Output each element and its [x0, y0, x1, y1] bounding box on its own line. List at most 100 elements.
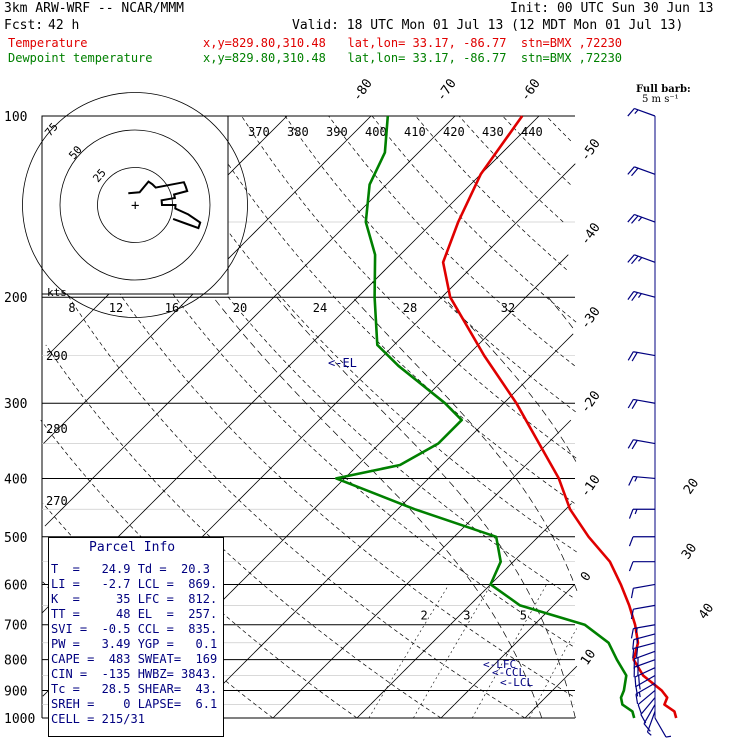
wind-barb-flag — [637, 704, 643, 715]
isotherm-label: -60 — [518, 76, 544, 104]
isotherm-label: 40 — [696, 601, 717, 622]
pressure-label: 300 — [4, 397, 27, 412]
mixing-ratio-top-label: 28 — [403, 301, 417, 315]
parcel-row: Tc = 28.5 SHEAR= 43. — [51, 682, 218, 696]
wind-barb-shaft — [637, 689, 656, 706]
mixing-ratio-top-label: 24 — [313, 301, 327, 315]
isotherm — [356, 503, 572, 719]
isotherm-label: -80 — [350, 76, 376, 104]
theta-label: 440 — [521, 125, 543, 139]
wind-barb-flag — [638, 216, 643, 222]
mixing-ratio-top-label: 12 — [109, 301, 123, 315]
wind-barb — [628, 475, 656, 486]
wind-barb — [627, 290, 656, 302]
wind-barb — [627, 166, 656, 177]
wind-barb-flag — [628, 536, 634, 547]
annotations: <-EL <-LFC<-CCL<-LCL — [328, 356, 533, 689]
isotherm — [44, 115, 456, 527]
pressure-label: 1000 — [4, 712, 35, 727]
wind-barb — [630, 604, 656, 620]
parcel-info-panel: Parcel Info T = 24.9 Td = 20.3 LI = -2.7… — [48, 537, 224, 737]
parcel-row: CELL = 215/31 — [51, 712, 145, 726]
hodograph-frame — [41, 115, 229, 295]
dry-adiabat — [43, 254, 526, 719]
wind-barb-flag — [631, 292, 639, 302]
wind-barb-shaft — [633, 604, 656, 610]
hodograph-units-label: kts — [47, 286, 67, 299]
isotherm-label: -20 — [578, 388, 604, 416]
wind-barb-shaft — [633, 583, 656, 589]
isotherm-label: 20 — [681, 476, 702, 497]
dry-adiabat — [328, 115, 575, 367]
wind-barb-flag — [636, 638, 639, 644]
wind-barb — [643, 704, 656, 732]
wind-barb-flag — [628, 561, 634, 572]
wind-barb-flag — [627, 108, 635, 117]
wind-barb-flag — [638, 692, 641, 698]
theta-label: 430 — [482, 125, 504, 139]
full-barb-label: Full barb: — [636, 84, 691, 95]
wind-barb — [628, 536, 655, 547]
wind-barb-flag — [630, 588, 634, 599]
ccl-marker: <-CCL — [492, 666, 525, 679]
pressure-label: 100 — [4, 110, 27, 125]
forecast-label: Fcst: — [4, 18, 44, 33]
wind-barb-flag — [632, 639, 635, 650]
mixing-ratio-label: 5 — [520, 609, 527, 623]
isotherm-label: -70 — [434, 76, 460, 104]
wind-barb-flag — [647, 731, 652, 736]
mixing-ratio-label: 2 — [420, 609, 427, 623]
wind-barb — [637, 689, 656, 715]
wind-barb — [635, 682, 656, 705]
wind-barb-flag — [635, 647, 639, 658]
theta-label: 380 — [287, 125, 309, 139]
wind-barb-flag — [640, 714, 647, 724]
mixing-ratio-top-label: 8 — [68, 301, 75, 315]
dry-adiabat — [154, 115, 577, 553]
theta-label: 410 — [404, 125, 426, 139]
parcel-row: K = 35 LFC = 812. — [51, 592, 218, 606]
wind-barb-flag — [635, 627, 638, 633]
moist-adiabat — [352, 296, 578, 592]
wind-barb-flag — [637, 293, 642, 298]
el-marker: <-EL — [328, 356, 357, 370]
wind-barb-flag — [631, 440, 638, 450]
wind-barb-flag — [627, 399, 634, 409]
sounding-profiles — [334, 115, 678, 719]
hodograph-origin: + — [131, 198, 139, 214]
isotherm — [188, 333, 574, 719]
theta-label: 390 — [326, 125, 348, 139]
temperature-profile — [441, 115, 678, 719]
parcel-row: LI = -2.7 LCL = 869. — [51, 577, 218, 591]
wind-barb — [630, 624, 656, 639]
isotherm-label: 10 — [578, 647, 599, 668]
wind-barb-flag — [631, 167, 639, 177]
dry-adiabat — [415, 115, 567, 270]
wind-barb-shaft — [634, 166, 656, 175]
theta-label: 290 — [46, 349, 68, 363]
wind-barb-flag — [628, 476, 634, 486]
isotherm — [440, 584, 575, 719]
wind-barb-flag — [634, 676, 637, 688]
moist-adiabat — [213, 296, 543, 719]
parcel-row: TT = 48 EL = 257. — [51, 607, 218, 621]
wind-barb-shaft — [634, 254, 656, 263]
mixing-ratio-line — [529, 628, 577, 719]
parcel-row: CAPE = 483 SWEAT= 169 — [51, 652, 218, 666]
wind-barb — [633, 650, 656, 669]
dry-adiabat — [45, 344, 442, 719]
theta-label: 370 — [248, 125, 270, 139]
valid-time: Valid: 18 UTC Mon 01 Jul 13 (12 MDT Mon … — [292, 18, 684, 33]
wind-barb-flag — [627, 214, 635, 223]
parcel-row: CIN = -135 HWBZ= 3843. — [51, 667, 218, 681]
wind-barb-flag — [627, 351, 634, 361]
dry-adiabat — [197, 115, 575, 504]
mixing-ratio-line — [368, 584, 450, 719]
wind-barbs — [627, 107, 672, 738]
dry-adiabat — [284, 115, 576, 413]
wind-barb — [628, 561, 655, 572]
wind-barb — [628, 508, 655, 519]
wind-barb-flag — [631, 255, 639, 265]
pressure-label: 400 — [4, 472, 27, 487]
